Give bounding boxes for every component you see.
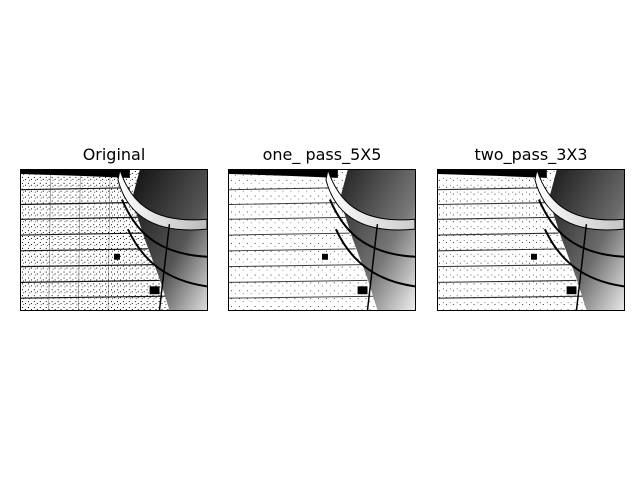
image-one-pass <box>228 169 416 311</box>
staircase-image-one-pass <box>229 170 415 310</box>
panel-title-two-pass: two_pass_3X3 <box>474 145 588 164</box>
staircase-image-two-pass <box>438 170 624 310</box>
image-two-pass <box>437 169 625 311</box>
panel-title-one-pass: one_ pass_5X5 <box>262 145 382 164</box>
staircase-image-original <box>21 170 207 310</box>
image-original <box>20 169 208 311</box>
panel-title-original: Original <box>82 145 146 164</box>
